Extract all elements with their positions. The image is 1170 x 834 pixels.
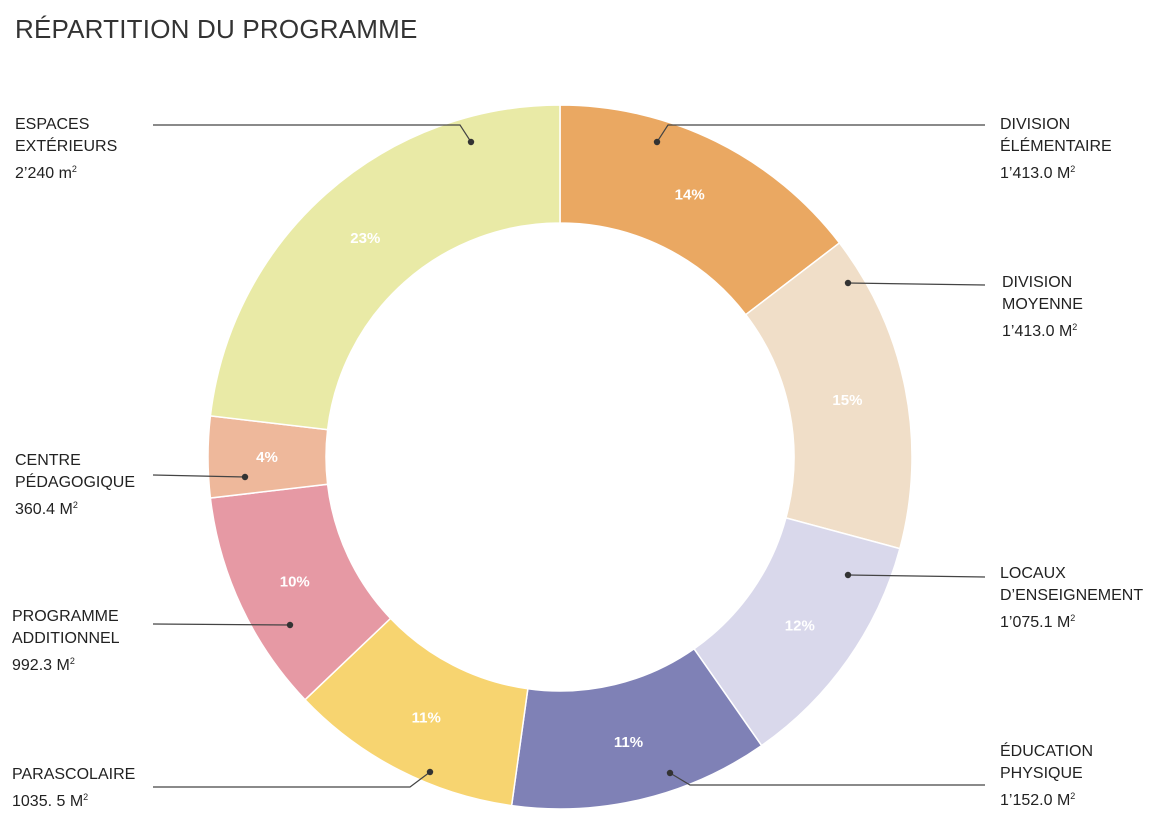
percent-label: 23% xyxy=(350,230,380,247)
leader-line xyxy=(847,574,986,578)
slice-area-value: 1’413.0 M2 xyxy=(1002,322,1078,340)
superscript: 2 xyxy=(1072,322,1078,332)
percent-label: 10% xyxy=(280,574,310,591)
slice-name-line2: PHYSIQUE xyxy=(1000,765,1083,782)
slice-label: LOCAUX D’ENSEIGNEMENT 1’075.1 M2 xyxy=(1000,563,1143,634)
percent-label: 11% xyxy=(614,734,643,751)
leader-line xyxy=(847,282,986,286)
slice-area-value: 1’075.1 M2 xyxy=(1000,613,1076,631)
leader-dot xyxy=(467,138,475,146)
superscript: 2 xyxy=(1070,791,1076,801)
slice-area-value: 360.4 M2 xyxy=(15,500,78,518)
slice-area-value: 1’413.0 M2 xyxy=(1000,164,1076,182)
percent-label: 11% xyxy=(412,710,441,727)
slice-area-value: 1’152.0 M2 xyxy=(1000,791,1076,809)
slice-name-line1: CENTRE xyxy=(15,452,81,469)
leader-dot xyxy=(286,621,294,629)
superscript: 2 xyxy=(1070,164,1076,174)
slice-name-line2: PÉDAGOGIQUE xyxy=(15,474,136,491)
slice-name-line1: PARASCOLAIRE xyxy=(12,766,136,783)
leader-line xyxy=(153,124,472,143)
slice-area-value: 2’240 m2 xyxy=(15,164,77,182)
slice-name-line1: ÉDUCATION xyxy=(1000,743,1094,760)
slice-label: CENTRE PÉDAGOGIQUE 360.4 M2 xyxy=(15,450,135,521)
slice-label: DIVISION MOYENNE 1’413.0 M2 xyxy=(1002,272,1083,343)
slice-name-line2: MOYENNE xyxy=(1002,296,1083,313)
percent-label: 4% xyxy=(256,449,278,466)
leader-dot xyxy=(844,571,852,579)
percent-label: 15% xyxy=(832,392,862,409)
superscript: 2 xyxy=(1070,613,1076,623)
leader-dot xyxy=(653,138,661,146)
percent-label: 14% xyxy=(675,186,705,203)
slice-label: ESPACES EXTÉRIEURS 2’240 m2 xyxy=(15,114,117,185)
leader-line xyxy=(656,124,985,143)
leader-dot xyxy=(844,279,852,287)
slice-label: PARASCOLAIRE 1035. 5 M2 xyxy=(12,764,135,813)
superscript: 2 xyxy=(69,656,75,666)
slice-name-line1: ESPACES xyxy=(15,116,90,133)
slice-area-value: 992.3 M2 xyxy=(12,656,75,674)
slice-name-line1: DIVISION xyxy=(1002,274,1073,291)
slice-area-value: 1035. 5 M2 xyxy=(12,792,89,810)
slice-label: PROGRAMME ADDITIONNEL 992.3 M2 xyxy=(12,606,120,677)
superscript: 2 xyxy=(71,164,77,174)
percent-label: 12% xyxy=(785,617,815,634)
leader-dot xyxy=(241,473,249,481)
slice-name-line1: PROGRAMME xyxy=(12,608,119,625)
slice-label: ÉDUCATION PHYSIQUE 1’152.0 M2 xyxy=(1000,741,1093,812)
leader-line xyxy=(152,474,246,478)
chart-title: RÉPARTITION DU PROGRAMME xyxy=(15,14,418,44)
slice-name-line2: D’ENSEIGNEMENT xyxy=(1000,587,1144,604)
leader-line xyxy=(152,623,291,626)
donut-slice xyxy=(209,104,561,431)
slice-name-line1: LOCAUX xyxy=(1000,565,1066,582)
leader-dot xyxy=(426,768,434,776)
superscript: 2 xyxy=(72,500,78,510)
slice-name-line2: ADDITIONNEL xyxy=(12,630,120,647)
slice-name-line2: ÉLÉMENTAIRE xyxy=(1000,138,1112,155)
superscript: 2 xyxy=(83,792,89,802)
slice-label: DIVISION ÉLÉMENTAIRE 1’413.0 M2 xyxy=(1000,114,1112,185)
slice-name-line1: DIVISION xyxy=(1000,116,1071,133)
slice-name-line2: EXTÉRIEURS xyxy=(15,138,118,155)
leader-line xyxy=(669,772,985,786)
leader-dot xyxy=(666,769,674,777)
leader-line xyxy=(153,771,431,788)
